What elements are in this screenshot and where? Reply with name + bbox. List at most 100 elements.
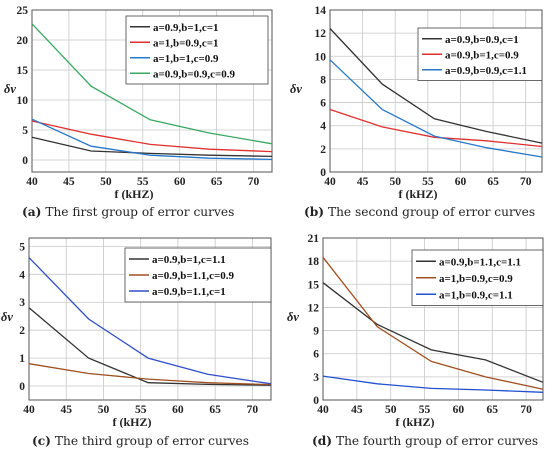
legend-entry: a=0.9,b=1,c=1.1 <box>152 254 226 266</box>
y-tick-label: 5 <box>19 241 25 253</box>
y-axis-label: δv <box>290 82 302 96</box>
y-tick-label: 21 <box>308 233 320 245</box>
x-tick-label: 50 <box>385 404 397 416</box>
y-tick-label: 0 <box>320 167 326 179</box>
caption-tag-c: (c) <box>32 434 51 448</box>
y-tick-label: 4 <box>19 269 25 281</box>
caption-a: (a) The first group of error curves <box>22 205 234 219</box>
x-axis-label: f (kHZ) <box>113 415 152 428</box>
legend-entry: a=0.9,b=0.9,c=0.9 <box>153 68 236 80</box>
y-tick-label: 25 <box>17 5 29 17</box>
series-line-c-2 <box>28 363 272 386</box>
series-line-b-2 <box>329 108 543 148</box>
caption-tag-d: (d) <box>312 434 333 448</box>
x-tick-label: 45 <box>60 404 72 416</box>
legend-entry: a=1,b=0.9,c=1.1 <box>439 289 513 301</box>
legend-entry: a=0.9,b=1.1,c=0.9 <box>152 270 235 282</box>
x-tick-label: 70 <box>247 404 259 416</box>
legend-entry: a=0.9,b=1.1,c=1.1 <box>439 256 521 268</box>
series-line-a-2 <box>31 120 273 153</box>
x-axis-label: f (kHZ) <box>115 187 154 200</box>
y-tick-label: 6 <box>313 349 319 361</box>
x-tick-label: 45 <box>357 176 369 188</box>
x-tick-label: 40 <box>324 176 336 188</box>
chart-panel-a: 40 45 50 55 60 65 70 0 5 10 15 20 25 f (kHZ) δv a=0.9,b… <box>4 5 273 200</box>
x-tick-label: 50 <box>100 176 112 188</box>
caption-text-d: The fourth group of error curves <box>335 434 539 448</box>
plot-frame <box>322 237 544 401</box>
series-line-d-1 <box>322 282 544 383</box>
series-line-a-3 <box>31 118 273 161</box>
x-tick-label: 40 <box>23 404 35 416</box>
x-tick-label: 65 <box>209 404 221 416</box>
caption-text-b: The second group of error curves <box>327 205 536 219</box>
x-tick-label: 55 <box>422 176 434 188</box>
x-tick-label: 50 <box>389 176 401 188</box>
series-line-c-1 <box>28 307 272 386</box>
caption-text-a: The first group of error curves <box>45 205 235 219</box>
x-tick-label: 40 <box>26 176 38 188</box>
series-line-b-1 <box>329 28 543 144</box>
chart-panel-b: 40 45 50 55 60 65 70 0 2 4 6 8 10 12 14 f (kHZ) δv a=0.9,… <box>290 5 543 200</box>
y-tick-label: 12 <box>315 28 327 40</box>
caption-tag-a: (a) <box>22 205 42 219</box>
y-tick-label: 8 <box>320 74 326 86</box>
x-tick-label: 55 <box>137 176 149 188</box>
series-line-a-4 <box>31 23 273 145</box>
y-tick-label: 9 <box>313 326 319 338</box>
legend-entry: a=0.9,b=0.9,c=1 <box>445 34 519 46</box>
y-tick-label: 18 <box>308 256 320 268</box>
x-tick-label: 60 <box>453 404 465 416</box>
series-line-d-2 <box>322 256 544 390</box>
y-axis-label: δv <box>4 82 16 96</box>
series-line-c-3 <box>28 257 272 385</box>
chart-panel-d: 40 45 50 55 60 65 70 0 3 6 9 12 15 18 21 f (kHZ) δv a=0.9… <box>287 233 544 428</box>
x-tick-label: 60 <box>174 176 186 188</box>
x-tick-label: 60 <box>455 176 467 188</box>
x-axis-label: f (kHZ) <box>396 415 435 428</box>
caption-d: (d) The fourth group of error curves <box>312 434 538 448</box>
x-tick-label: 45 <box>63 176 75 188</box>
y-axis-label: δv <box>1 310 13 324</box>
x-tick-label: 60 <box>172 404 184 416</box>
legend-entry: a=1,b=0.9,c=0.9 <box>439 273 513 285</box>
y-tick-label: 1 <box>19 353 25 365</box>
legend-entry: a=0.9,b=1,c=1 <box>153 22 219 34</box>
y-tick-label: 2 <box>19 325 25 337</box>
x-tick-label: 55 <box>135 404 147 416</box>
x-tick-label: 65 <box>487 176 499 188</box>
caption-text-c: The third group of error curves <box>54 434 250 448</box>
x-tick-label: 50 <box>98 404 110 416</box>
y-tick-label: 6 <box>320 98 326 110</box>
y-tick-label: 0 <box>313 395 319 407</box>
plot-frame <box>31 9 273 173</box>
caption-b: (b) The second group of error curves <box>304 205 535 219</box>
legend-entry: a=0.9,b=1,c=0.9 <box>445 49 519 61</box>
x-tick-label: 70 <box>520 176 532 188</box>
series-line-d-3 <box>322 375 544 393</box>
series-line-b-3 <box>329 59 543 158</box>
x-tick-label: 55 <box>419 404 431 416</box>
legend-entry: a=0.9,b=0.9,c=1.1 <box>445 65 527 77</box>
x-axis-label: f (kHZ) <box>399 187 438 200</box>
x-tick-label: 45 <box>351 404 363 416</box>
y-tick-label: 3 <box>313 372 319 384</box>
y-tick-label: 4 <box>320 121 326 133</box>
x-tick-label: 40 <box>317 404 329 416</box>
x-tick-label: 70 <box>248 176 260 188</box>
y-tick-label: 20 <box>17 35 29 47</box>
legend-entry: a=1,b=1,c=0.9 <box>153 53 219 65</box>
plot-frame <box>28 237 272 401</box>
y-tick-label: 0 <box>19 381 25 393</box>
caption-tag-b: (b) <box>304 205 325 219</box>
y-tick-label: 3 <box>19 297 25 309</box>
y-tick-label: 15 <box>308 279 320 291</box>
y-tick-label: 5 <box>22 125 28 137</box>
y-tick-label: 14 <box>315 5 327 17</box>
x-tick-label: 65 <box>211 176 223 188</box>
y-tick-label: 12 <box>308 302 320 314</box>
y-tick-label: 0 <box>22 155 28 167</box>
y-tick-label: 15 <box>17 65 29 77</box>
y-axis-label: δv <box>287 310 299 324</box>
legend-entry: a=1,b=0.9,c=1 <box>153 37 219 49</box>
